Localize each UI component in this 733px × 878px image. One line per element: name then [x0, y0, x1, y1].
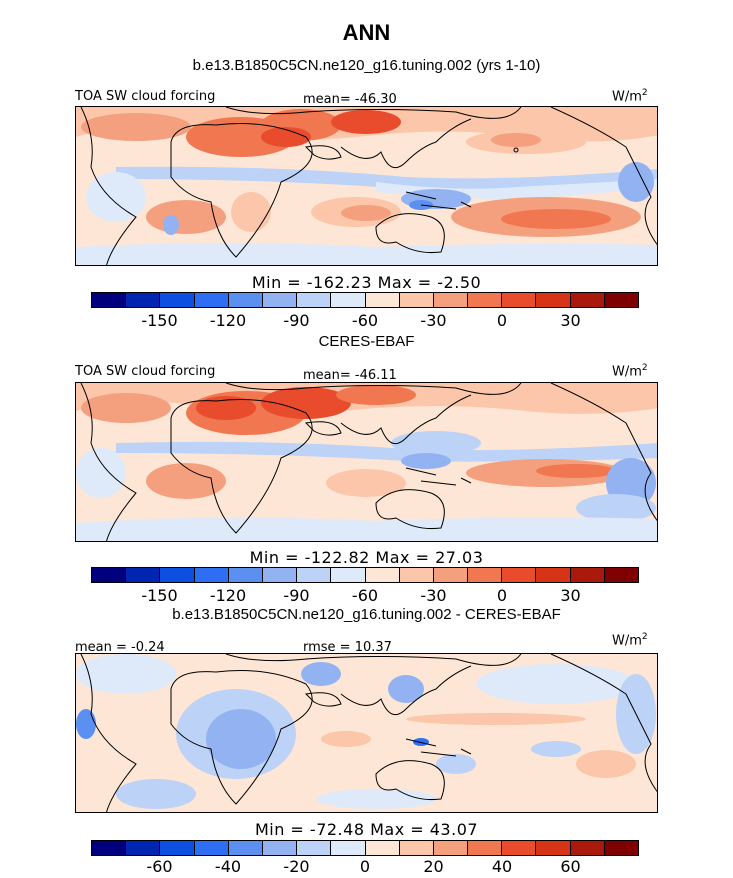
colorbar-box: [468, 568, 503, 582]
colorbar-box: [92, 568, 127, 582]
colorbar-box: [126, 293, 161, 307]
colorbar-tick-label: 0: [496, 311, 508, 330]
panel-1-mean-label: mean= -46.30: [303, 92, 397, 107]
panel-3-minmax: Min = -72.48 Max = 43.07: [254, 820, 479, 839]
colorbar-tick-label: 30: [560, 311, 581, 330]
colorbar-tick-label: 20: [423, 857, 444, 876]
colorbar-box: [468, 293, 503, 307]
colorbar-tick-label: -150: [141, 311, 178, 330]
colorbar-tick-label: 0: [359, 857, 371, 876]
panel-2-units-label: W/m2: [612, 363, 648, 380]
panel-3-subtitle: b.e13.B1850C5CN.ne120_g16.tuning.002 - C…: [172, 606, 561, 623]
colorbar-box: [433, 568, 469, 582]
panel-1-colorbar: [91, 292, 639, 308]
colorbar-tick-label: 40: [491, 857, 513, 876]
colorbar-box: [502, 841, 537, 855]
panel-3-map: [75, 653, 658, 813]
panel-2-variable-label: TOA SW cloud forcing: [75, 364, 216, 379]
colorbar-box: [433, 841, 469, 855]
colorbar-tick-label: -60: [351, 311, 379, 330]
colorbar-box: [160, 568, 195, 582]
panel-3-colorbar: [91, 840, 639, 856]
colorbar-tick-label: -60: [351, 586, 379, 605]
colorbar-tick-label: 0: [496, 586, 508, 605]
colorbar-tick-label: -90: [283, 311, 310, 330]
panel-3-rmse-label: rmse = 10.37: [303, 640, 392, 655]
colorbar-tick-label: 60: [560, 857, 581, 876]
colorbar-box: [570, 568, 605, 582]
colorbar-box: [604, 293, 638, 307]
colorbar-tick-label: -120: [209, 586, 247, 605]
colorbar-box: [331, 293, 366, 307]
colorbar-box: [604, 841, 638, 855]
colorbar-box: [297, 293, 332, 307]
panel-3-units-label: W/m2: [612, 632, 648, 649]
colorbar-tick-label: 30: [560, 586, 581, 605]
colorbar-box: [194, 568, 229, 582]
colorbar-box: [262, 568, 298, 582]
colorbar-box: [92, 841, 127, 855]
panel-2-map: [75, 382, 658, 542]
colorbar-tick-label: -30: [420, 311, 447, 330]
colorbar-box: [502, 293, 537, 307]
colorbar-box: [126, 568, 161, 582]
panel-1-map: [75, 106, 658, 266]
colorbar-box: [433, 293, 469, 307]
panel-1-minmax: Min = -162.23 Max = -2.50: [251, 273, 482, 292]
colorbar-box: [228, 841, 263, 855]
colorbar-box: [365, 293, 400, 307]
colorbar-box: [262, 293, 298, 307]
colorbar-box: [92, 293, 127, 307]
colorbar-box: [502, 568, 537, 582]
colorbar-box: [365, 568, 400, 582]
panel-1-variable-label: TOA SW cloud forcing: [75, 89, 216, 104]
colorbar-box: [194, 293, 229, 307]
panel-2-minmax: Min = -122.82 Max = 27.03: [249, 548, 484, 567]
colorbar-box: [365, 841, 400, 855]
colorbar-box: [468, 841, 503, 855]
colorbar-box: [126, 841, 161, 855]
colorbar-box: [570, 293, 605, 307]
colorbar-box: [570, 841, 605, 855]
colorbar-tick-label: -90: [283, 586, 310, 605]
colorbar-box: [399, 568, 434, 582]
colorbar-box: [399, 293, 434, 307]
colorbar-tick-label: -40: [214, 857, 242, 876]
colorbar-box: [297, 841, 332, 855]
colorbar-box: [228, 293, 263, 307]
colorbar-box: [331, 568, 366, 582]
colorbar-box: [399, 841, 434, 855]
colorbar-tick-label: -30: [420, 586, 447, 605]
plot-title: ANN: [342, 20, 391, 45]
colorbar-tick-label: -20: [283, 857, 310, 876]
colorbar-box: [160, 293, 195, 307]
colorbar-box: [331, 841, 366, 855]
colorbar-box: [604, 568, 638, 582]
panel-1-subtitle: b.e13.B1850C5CN.ne120_g16.tuning.002 (yr…: [192, 57, 541, 74]
colorbar-box: [536, 841, 571, 855]
colorbar-box: [160, 841, 195, 855]
colorbar-box: [536, 568, 571, 582]
panel-2-mean-label: mean= -46.11: [303, 368, 397, 383]
panel-2-colorbar: [91, 567, 639, 583]
colorbar-box: [297, 568, 332, 582]
colorbar-tick-label: -150: [141, 586, 178, 605]
colorbar-box: [228, 568, 263, 582]
panel-2-subtitle: CERES-EBAF: [318, 333, 415, 350]
colorbar-box: [536, 293, 571, 307]
colorbar-tick-label: -60: [146, 857, 173, 876]
colorbar-box: [194, 841, 229, 855]
panel-1-units-label: W/m2: [612, 88, 648, 105]
colorbar-box: [262, 841, 298, 855]
colorbar-tick-label: -120: [209, 311, 247, 330]
panel-3-mean-label: mean = -0.24: [75, 640, 165, 655]
